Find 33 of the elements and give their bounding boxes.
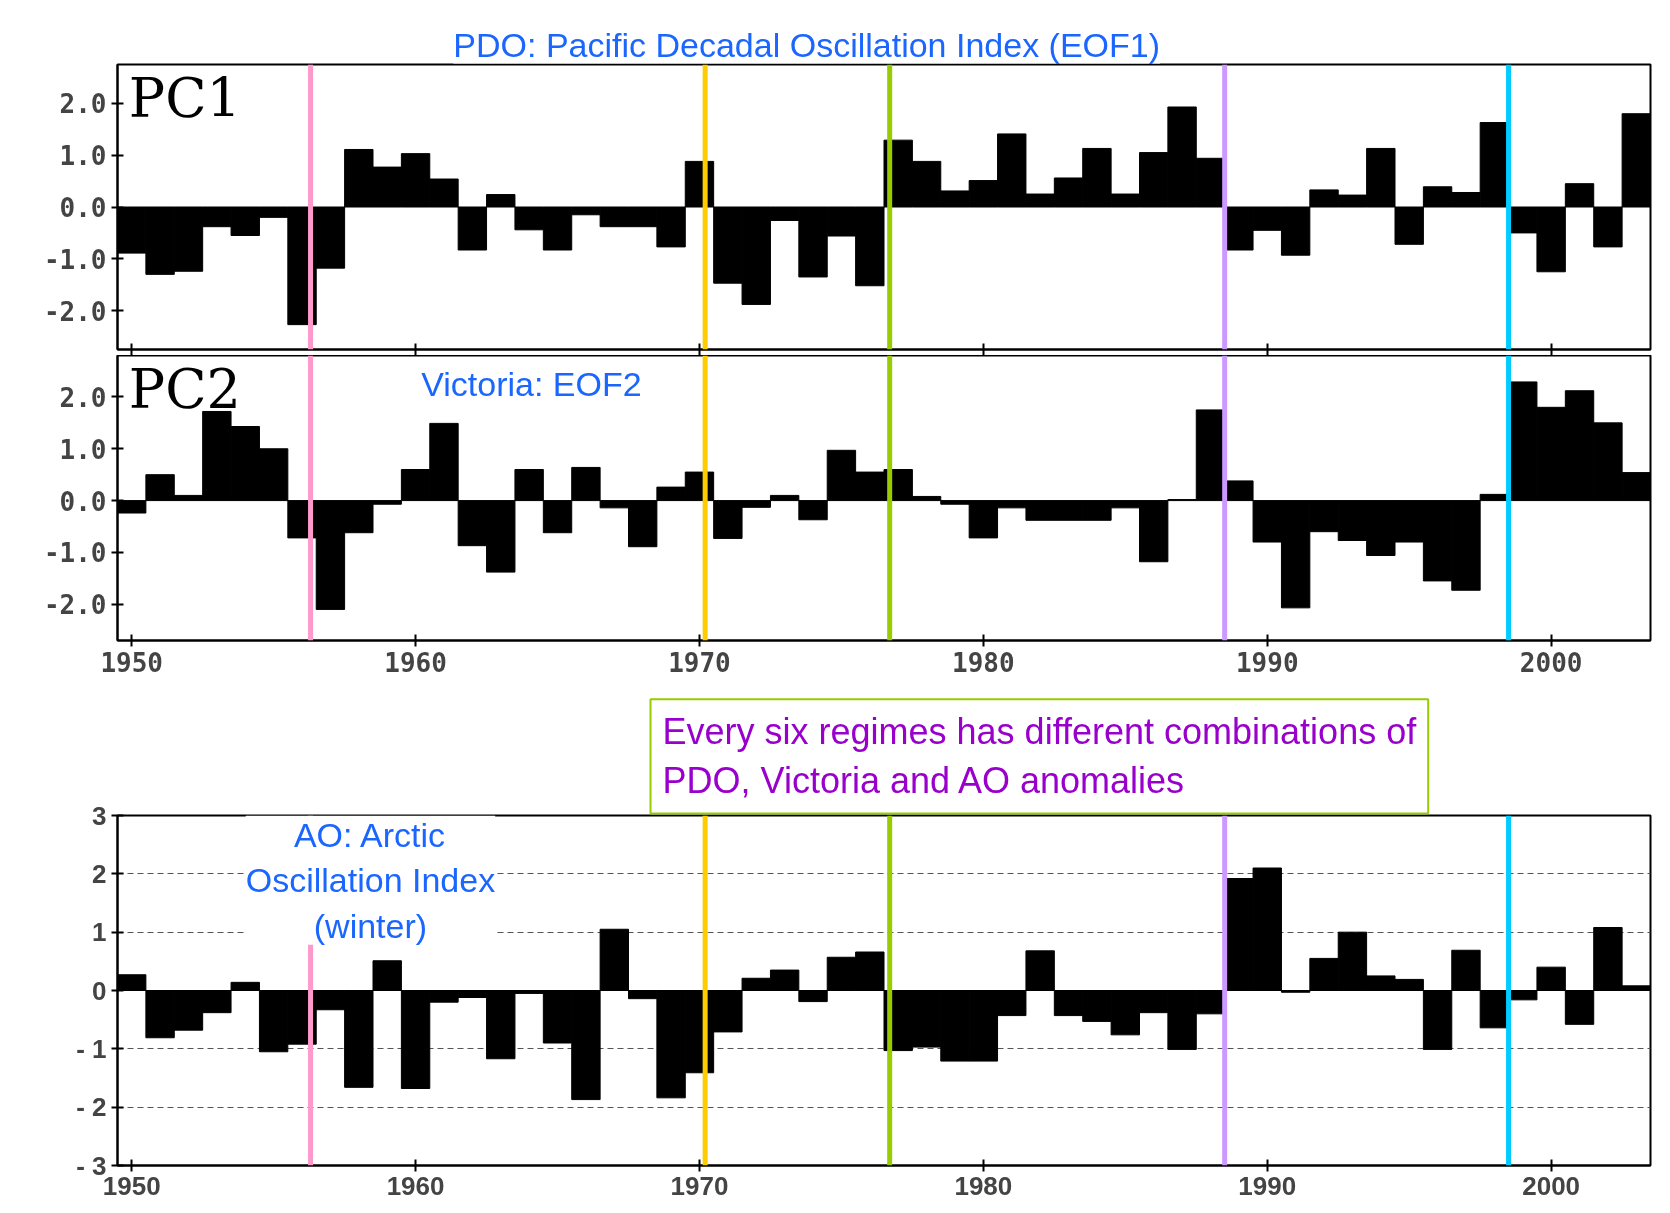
annotation: PC2 [128, 358, 241, 422]
x-tick-label: 1980 [954, 1170, 1013, 1201]
y-tick-label: 1.0 [59, 141, 107, 172]
x-tick-label: 1950 [100, 647, 164, 678]
x-tick-label: 1980 [952, 647, 1015, 678]
y-tick-label: 0.0 [59, 193, 107, 223]
x-tick-label: 2000 [1522, 1170, 1581, 1201]
y-tick-label: 2.0 [59, 382, 107, 413]
y-tick-label: 2.0 [59, 89, 107, 120]
x-tick-label: 1990 [1238, 1170, 1297, 1201]
y-tick-label: 0 [92, 975, 107, 1006]
x-tick-label: 1960 [384, 647, 447, 678]
y-tick-label: -2.0 [43, 590, 107, 621]
y-tick-label: 0.0 [59, 486, 107, 517]
text: Every six regimes has different combinations of PDO, Victoria and AO anomalies [662, 711, 1418, 802]
annotation: PC1 [128, 67, 241, 131]
x-tick-label: 2000 [1519, 647, 1583, 678]
chart-title: Victoria: EOF2 [421, 365, 642, 403]
y-tick-label: 3 [92, 800, 107, 831]
y-tick-label: -2.0 [43, 296, 107, 327]
y-tick-label: 1.0 [59, 434, 107, 465]
y-tick-label: - 1 [76, 1033, 107, 1064]
y-tick-label: -1.0 [43, 538, 107, 569]
y-tick-label: 1 [92, 917, 107, 948]
x-tick-label: 1970 [668, 647, 731, 678]
y-tick-label: -1.0 [43, 244, 107, 275]
x-tick-label: 1990 [1235, 647, 1299, 678]
y-tick-label: - 2 [76, 1092, 107, 1123]
chart-title: PDO: Pacific Decadal Oscillation Index (EOF1) [453, 25, 1161, 64]
x-tick-label: 1970 [670, 1170, 729, 1201]
x-tick-label: 1960 [386, 1170, 445, 1201]
text: AO: Arctic Oscillation Index (winter) [245, 815, 496, 945]
y-tick-label: 2 [92, 858, 107, 889]
